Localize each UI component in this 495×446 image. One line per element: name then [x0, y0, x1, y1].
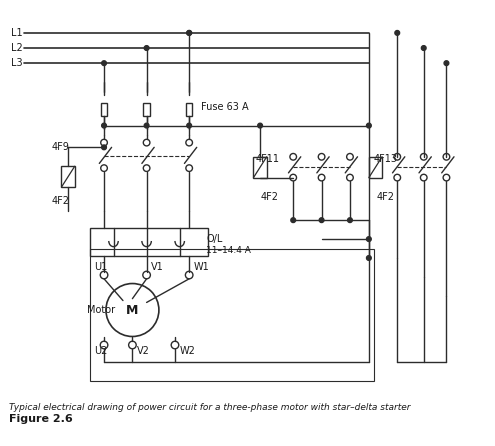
Circle shape [144, 45, 149, 50]
Bar [369, 157, 382, 178]
Bar [253, 157, 267, 178]
Circle shape [144, 123, 149, 128]
Text: U2: U2 [95, 346, 108, 356]
Text: L3: L3 [11, 58, 23, 68]
Text: 11–14.4 A: 11–14.4 A [206, 246, 251, 255]
Bar [186, 103, 193, 116]
Text: M: M [126, 304, 139, 317]
Circle shape [366, 123, 371, 128]
Bar [143, 103, 150, 116]
Text: O/L: O/L [206, 234, 223, 244]
Circle shape [187, 123, 192, 128]
Circle shape [366, 237, 371, 241]
Circle shape [187, 30, 192, 35]
Circle shape [291, 218, 296, 223]
Circle shape [421, 45, 426, 50]
Text: 4F11: 4F11 [255, 154, 279, 164]
Circle shape [366, 256, 371, 260]
Text: V2: V2 [137, 346, 150, 356]
Text: Figure 2.6: Figure 2.6 [9, 414, 73, 424]
Text: 4F2: 4F2 [52, 196, 70, 206]
Text: W2: W2 [180, 346, 196, 356]
Text: 4F13: 4F13 [374, 154, 397, 164]
Circle shape [444, 61, 449, 66]
Text: 4F2: 4F2 [260, 191, 278, 202]
Text: V1: V1 [151, 262, 164, 273]
Bar [90, 228, 208, 256]
Text: L1: L1 [11, 28, 23, 38]
Circle shape [101, 61, 106, 66]
Circle shape [395, 30, 399, 35]
Text: Fuse 63 A: Fuse 63 A [200, 102, 248, 112]
Text: 4F2: 4F2 [376, 191, 395, 202]
Circle shape [101, 145, 106, 150]
Text: U1: U1 [95, 262, 108, 273]
Text: Typical electrical drawing of power circuit for a three-phase motor with star–de: Typical electrical drawing of power circ… [9, 403, 411, 412]
Text: 4F9: 4F9 [52, 142, 70, 153]
Bar [61, 166, 75, 187]
Text: L2: L2 [11, 43, 23, 53]
Text: Motor: Motor [87, 305, 115, 315]
Text: W1: W1 [194, 262, 210, 273]
Bar [90, 248, 374, 381]
Circle shape [187, 30, 192, 35]
Circle shape [258, 123, 262, 128]
Circle shape [347, 218, 352, 223]
Bar [100, 103, 107, 116]
Circle shape [319, 218, 324, 223]
Circle shape [101, 123, 106, 128]
